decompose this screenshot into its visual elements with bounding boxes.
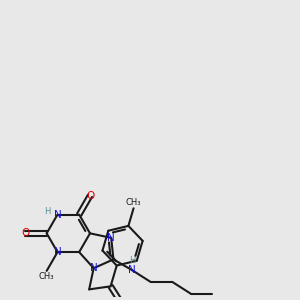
Text: N: N	[128, 265, 136, 275]
Text: N: N	[107, 233, 115, 243]
Text: N: N	[54, 210, 61, 220]
Text: H: H	[44, 207, 50, 216]
Text: H: H	[129, 256, 135, 266]
Text: N: N	[54, 247, 61, 257]
Text: N: N	[90, 263, 98, 273]
Text: O: O	[86, 191, 94, 201]
Text: O: O	[21, 228, 29, 238]
Text: CH₃: CH₃	[39, 272, 54, 281]
Text: CH₃: CH₃	[126, 198, 141, 207]
